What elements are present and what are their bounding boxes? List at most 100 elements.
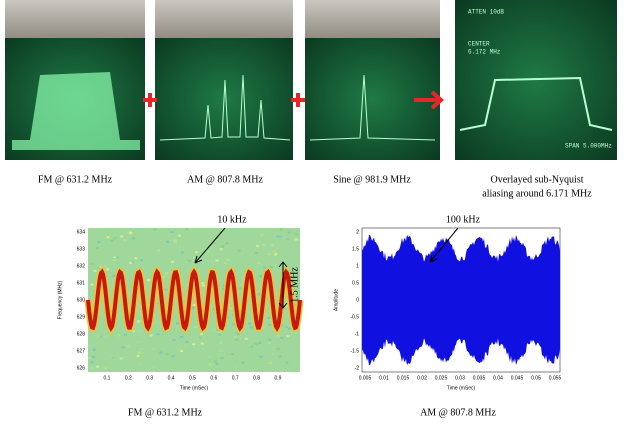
x-tick-label: 0.3 xyxy=(146,375,153,381)
y-tick-label: 634 xyxy=(77,229,86,235)
texture xyxy=(112,274,116,277)
texture xyxy=(159,351,163,354)
texture xyxy=(291,271,295,274)
texture xyxy=(270,244,274,247)
texture xyxy=(164,288,168,291)
texture xyxy=(236,273,240,276)
texture xyxy=(98,335,102,338)
texture xyxy=(137,320,141,323)
texture xyxy=(174,240,178,243)
texture xyxy=(271,346,275,349)
texture xyxy=(93,269,97,272)
x-tick-label: 0.01 xyxy=(379,375,389,381)
trace xyxy=(459,76,613,131)
texture xyxy=(292,290,296,293)
texture xyxy=(210,260,214,263)
y-tick-label: 1.5 xyxy=(352,246,359,252)
screen-text: CENTER xyxy=(468,41,490,48)
caption: FM @ 631.2 MHz xyxy=(38,174,113,185)
texture xyxy=(231,313,235,316)
texture xyxy=(137,362,141,365)
texture xyxy=(92,355,96,358)
annotation: 10 kHz xyxy=(217,214,247,225)
x-tick-label: 0.05 xyxy=(531,375,541,381)
texture xyxy=(149,334,153,337)
x-tick-label: 0.6 xyxy=(210,375,217,381)
texture xyxy=(268,341,272,344)
photos: ATTEN 10dB CENTER 6.172 MHz SPAN 5.000MH… xyxy=(5,0,617,160)
x-tick-label: 0.5 xyxy=(189,375,196,381)
texture xyxy=(267,253,271,256)
y-tick-label: 629 xyxy=(77,314,86,320)
texture xyxy=(189,228,193,231)
fm-trace xyxy=(86,268,302,332)
texture xyxy=(88,356,92,359)
x-tick-label: 0.9 xyxy=(275,375,282,381)
texture xyxy=(231,323,235,326)
texture xyxy=(192,343,196,346)
texture xyxy=(294,238,298,241)
texture xyxy=(185,341,189,344)
texture xyxy=(180,251,184,254)
texture xyxy=(113,256,117,259)
texture xyxy=(206,250,210,253)
screen-text: 6.172 MHz xyxy=(468,49,501,56)
texture xyxy=(212,308,216,311)
texture xyxy=(97,335,101,338)
texture xyxy=(201,348,205,351)
caption: FM @ 631.2 MHz xyxy=(128,407,203,418)
texture xyxy=(140,259,144,262)
x-tick-label: 0.045 xyxy=(511,375,524,381)
plus xyxy=(143,93,157,107)
y-tick-label: -2 xyxy=(355,365,360,371)
texture xyxy=(180,350,184,353)
texture xyxy=(135,341,139,344)
texture xyxy=(254,251,258,254)
instrument xyxy=(305,0,440,40)
texture xyxy=(129,261,133,264)
x-tick-label: 0.015 xyxy=(397,375,410,381)
texture xyxy=(262,266,266,269)
x-axis-label: Time (mSec) xyxy=(180,385,209,391)
x-tick-label: 0.4 xyxy=(168,375,175,381)
texture xyxy=(284,295,288,298)
texture xyxy=(276,348,280,351)
x-tick-label: 0.025 xyxy=(435,375,448,381)
instrument xyxy=(5,0,145,40)
texture xyxy=(238,304,242,307)
texture xyxy=(287,231,291,234)
caption: AM @ 807.8 MHz xyxy=(187,174,263,185)
y-tick-label: 1 xyxy=(356,263,359,269)
x-tick-label: 0.02 xyxy=(417,375,427,381)
y-tick-label: 0 xyxy=(356,297,359,303)
texture xyxy=(290,331,294,334)
texture xyxy=(218,341,222,344)
texture xyxy=(234,336,238,339)
texture xyxy=(204,247,208,250)
texture xyxy=(95,247,99,250)
texture xyxy=(250,345,254,348)
texture xyxy=(103,336,107,339)
texture xyxy=(113,237,117,240)
fm-plot xyxy=(84,228,304,372)
texture xyxy=(113,257,117,260)
texture xyxy=(134,257,138,260)
texture xyxy=(262,243,266,246)
texture xyxy=(213,329,217,332)
x-tick-label: 0.2 xyxy=(125,375,132,381)
texture xyxy=(212,242,216,245)
texture xyxy=(211,247,215,250)
texture xyxy=(221,245,225,248)
texture xyxy=(178,246,182,249)
texture xyxy=(215,363,219,366)
texture xyxy=(260,233,264,236)
texture xyxy=(286,335,290,338)
instrument xyxy=(155,0,293,40)
texture xyxy=(215,259,219,262)
texture xyxy=(191,306,195,309)
texture xyxy=(139,329,143,332)
texture xyxy=(271,348,275,351)
texture xyxy=(136,354,140,357)
texture xyxy=(165,274,169,277)
texture xyxy=(274,252,278,255)
